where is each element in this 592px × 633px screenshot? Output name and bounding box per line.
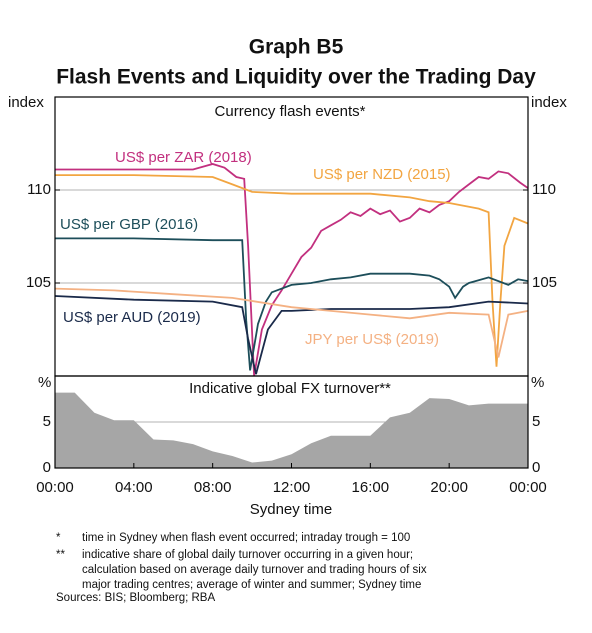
x-axis-label: Sydney time xyxy=(250,501,333,518)
x-tick-label: 04:00 xyxy=(115,479,153,496)
line-series xyxy=(54,287,529,358)
x-tick-label: 00:00 xyxy=(36,479,74,496)
footnote-text: calculation based on average daily turno… xyxy=(82,564,427,576)
y2-tick-label: 0 xyxy=(532,459,540,476)
panel-title: Currency flash events* xyxy=(215,103,366,120)
source: Sources: BIS; Bloomberg; RBA xyxy=(56,592,215,604)
x-tick-label: 16:00 xyxy=(352,479,390,496)
x-tick-label: 20:00 xyxy=(430,479,468,496)
series-label: US$ per AUD (2019) xyxy=(63,309,201,326)
line-series xyxy=(55,163,529,377)
footnote-text: time in Sydney when flash event occurred… xyxy=(82,532,410,544)
y-tick-label: 5 xyxy=(43,413,51,430)
x-tick-label: 12:00 xyxy=(273,479,311,496)
footnote-mark: * xyxy=(56,532,61,544)
area-series xyxy=(55,392,528,468)
y-tick-label: 110 xyxy=(27,181,51,198)
chart-title: Graph B5 xyxy=(249,36,344,59)
series-label: US$ per ZAR (2018) xyxy=(115,149,252,166)
y-axis-label: index xyxy=(8,94,44,111)
x-tick-label: 00:00 xyxy=(509,479,547,496)
panel-title: Indicative global FX turnover** xyxy=(189,380,391,397)
y2-axis-label: % xyxy=(531,374,544,391)
series-label: JPY per US$ (2019) xyxy=(305,331,439,348)
footnote-text: major trading centres; average of winter… xyxy=(82,579,421,591)
y2-tick-label: 110 xyxy=(532,181,556,198)
y2-tick-label: 5 xyxy=(532,413,540,430)
footnote-mark: ** xyxy=(56,549,65,561)
series-label: US$ per NZD (2015) xyxy=(313,166,451,183)
series-label: US$ per GBP (2016) xyxy=(60,216,198,233)
y-tick-label: 105 xyxy=(26,274,51,291)
y-tick-label: 0 xyxy=(43,459,51,476)
y2-tick-label: 105 xyxy=(532,274,557,291)
footnote-text: indicative share of global daily turnove… xyxy=(82,549,413,561)
chart-subtitle: Flash Events and Liquidity over the Trad… xyxy=(56,66,536,89)
y-axis-label: % xyxy=(38,374,51,391)
line-series xyxy=(54,295,529,375)
x-tick-label: 08:00 xyxy=(194,479,232,496)
y2-axis-label: index xyxy=(531,94,567,111)
line-series xyxy=(55,174,529,367)
plot-frame xyxy=(54,375,529,469)
